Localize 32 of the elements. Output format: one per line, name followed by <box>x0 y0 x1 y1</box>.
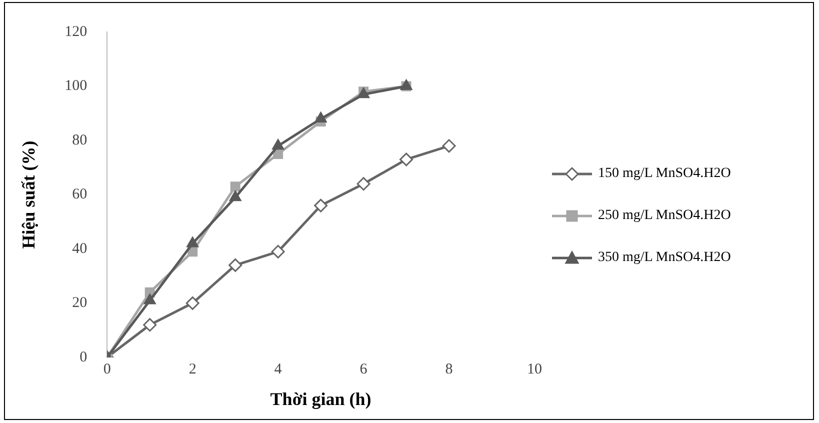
x-tick-label: 6 <box>360 361 368 378</box>
point <box>143 318 157 332</box>
point <box>229 190 242 202</box>
x-tick-label: 0 <box>103 361 111 378</box>
y-tick-label: 20 <box>72 295 88 312</box>
y-tick-label: 100 <box>64 78 88 94</box>
x-tick-label: 4 <box>274 361 282 378</box>
x-tick-label: 2 <box>188 361 196 378</box>
point <box>186 236 199 248</box>
point <box>314 112 327 123</box>
point <box>314 198 328 212</box>
y-tick-label: 80 <box>72 132 88 148</box>
point <box>442 139 456 153</box>
point <box>228 258 242 272</box>
point <box>271 244 285 258</box>
point <box>144 294 156 304</box>
y-tick-label: 60 <box>72 186 88 203</box>
x-tick-label: 8 <box>445 361 453 378</box>
point <box>272 139 284 150</box>
legend-label: 250 mg/L MnSO4.H2O <box>598 208 731 224</box>
point <box>356 177 370 191</box>
y-tick-label: 0 <box>80 349 88 366</box>
y-tick-label: 120 <box>64 24 88 40</box>
legend-label: 150 mg/L MnSO4.H2O <box>598 166 731 182</box>
y-axis-title: Hiệu suất (%) <box>18 140 38 249</box>
legend-label: 350 mg/L MnSO4.H2O <box>598 250 731 266</box>
point <box>230 182 240 192</box>
point <box>186 296 200 310</box>
x-axis-title: Thời gian (h) <box>270 388 372 409</box>
point <box>400 152 414 166</box>
y-tick-label: 40 <box>72 240 88 257</box>
x-tick-label: 10 <box>527 361 542 378</box>
